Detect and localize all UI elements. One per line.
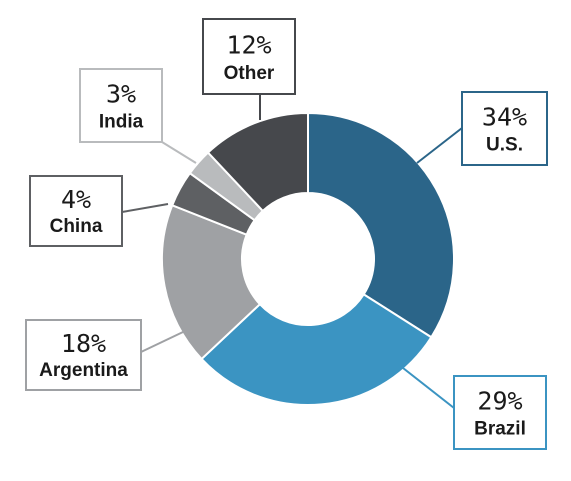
slice-percent: 12% (226, 31, 271, 60)
connector-china (121, 203, 169, 213)
label-box (29, 175, 123, 247)
label-u-s: 34%U.S. (461, 91, 548, 166)
connector-brazil (402, 367, 455, 409)
connector-argentina (140, 331, 184, 353)
slice-brazil (200, 292, 433, 406)
slice-percent: 29% (477, 387, 522, 416)
slice-other (206, 111, 309, 213)
slice-percent: 3% (106, 80, 136, 109)
label-box (453, 375, 547, 450)
label-india: 3%India (79, 68, 163, 143)
label-box (79, 68, 163, 143)
connector-india (161, 141, 197, 164)
slice-name: Argentina (39, 360, 128, 381)
label-other: 12% Other (202, 18, 296, 95)
slice-name: India (99, 111, 144, 132)
slice-u-s (307, 111, 455, 339)
slice-name: Brazil (474, 418, 526, 439)
slice-percent: 34% (482, 103, 527, 132)
slice-name: Other (224, 63, 275, 84)
label-connectors (121, 94, 463, 409)
label-china: 4%China (29, 175, 123, 247)
slice-percent: 18% (61, 329, 106, 358)
slice-percent: 4% (61, 185, 91, 214)
slice-argentina (161, 203, 262, 361)
donut-slices (161, 111, 455, 406)
label-box (25, 319, 142, 391)
label-box (202, 18, 296, 95)
slice-name: China (50, 216, 103, 237)
label-argentina: 18%Argentina (25, 319, 142, 391)
slice-name: U.S. (486, 134, 523, 155)
label-box (461, 91, 548, 166)
label-brazil: 29%Brazil (453, 375, 547, 450)
connector-u-s (416, 127, 463, 164)
slice-labels: 34%U.S. 29%Brazil 18%Argentina 4%China 3%Ind… (25, 18, 548, 450)
